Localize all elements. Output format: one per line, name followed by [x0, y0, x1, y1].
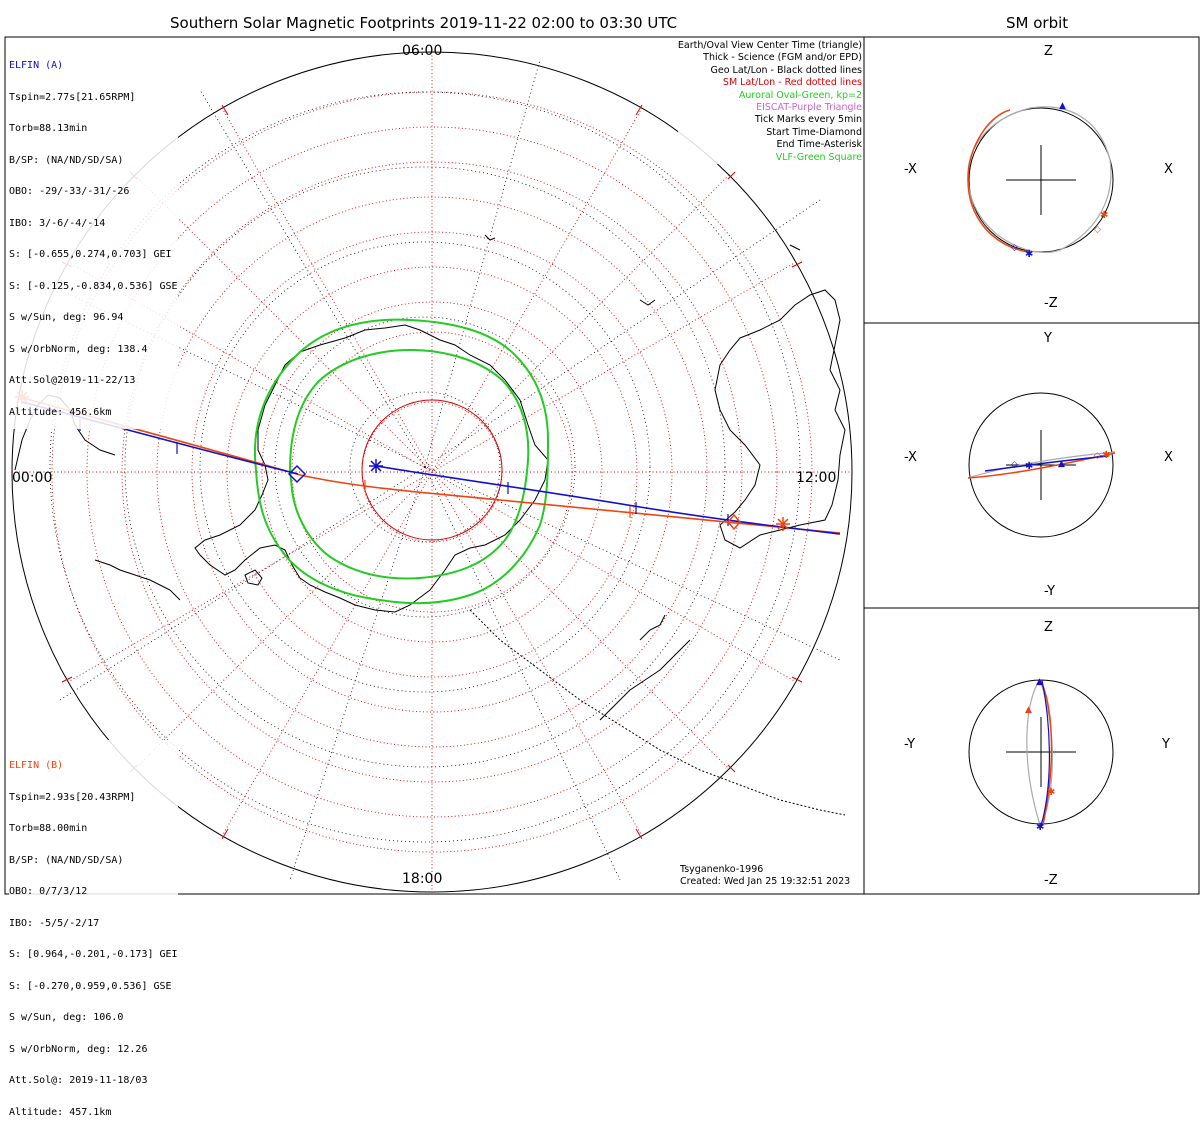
- legend-item: VLF-Green Square: [775, 151, 862, 163]
- svg-text:◇: ◇: [1094, 225, 1101, 235]
- legend-item: End Time-Asterisk: [776, 139, 862, 151]
- elfin-a-info: ELFIN (A) Tspin=2.77s[21.65RPM] Torb=88.…: [9, 40, 178, 429]
- legend-item: Tick Marks every 5min: [754, 114, 862, 126]
- elfin-a-line: Altitude: 456.6km: [9, 406, 112, 418]
- svg-text:▲: ▲: [1025, 705, 1032, 715]
- legend-item: Thick - Science (FGM and/or EPD): [703, 52, 862, 64]
- legend: Earth/Oval View Center Time (triangle) T…: [677, 40, 862, 165]
- svg-text:◇: ◇: [1011, 243, 1018, 253]
- legend-item: Geo Lat/Lon - Black dotted lines: [710, 64, 862, 76]
- panel-xz-top-label: Z: [1044, 44, 1053, 59]
- mlt-label-bottom: 18:00: [402, 871, 443, 887]
- sm-orbit-panels: ▲ ✱ ◇ ◇ ✱ ◇ ✱ ▲ ◇ ✱ ▲ ▲ ✱ ✱: [967, 101, 1116, 833]
- southern-islands: [244, 234, 801, 586]
- elfin-a-line: B/SP: (NA/ND/SD/SA): [9, 154, 124, 166]
- elfin-b-line: S w/OrbNorm, deg: 12.26: [9, 1043, 148, 1055]
- antarctica-coastline: [194, 324, 549, 613]
- elfin-b-footprint-track: [19, 396, 841, 534]
- elfin-b-line: Att.Sol@: 2019-11-18/03: [9, 1075, 148, 1086]
- elfin-b-line: Torb=88.00min: [9, 823, 88, 834]
- panel-yz-right-label: Y: [1162, 737, 1170, 752]
- elfin-b-line: S: [-0.270,0.959,0.536] GSE: [9, 980, 172, 992]
- elfin-a-line: S w/OrbNorm, deg: 138.4: [9, 343, 148, 355]
- svg-text:✱: ✱: [1047, 787, 1055, 798]
- footer-model: Tsyganenko-1996: [680, 864, 764, 875]
- legend-item: Start Time-Diamond: [766, 126, 862, 138]
- svg-text:◇: ◇: [1094, 451, 1101, 461]
- panel-xy: ◇ ✱ ▲ ◇ ✱: [967, 392, 1116, 538]
- legend-item: Auroral Oval-Green, kp=2: [738, 89, 862, 101]
- frame-lines: [4, 36, 1200, 895]
- elfin-a-end-asterisk: [369, 459, 383, 473]
- panel-yz: ▲ ▲ ✱ ✱: [968, 677, 1114, 833]
- geo-dotted-trajectory: [469, 609, 846, 816]
- elfin-b-start-diamond: [727, 513, 741, 531]
- elfin-a-line: S: [-0.125,-0.834,0.536] GSE: [9, 280, 178, 292]
- svg-text:◇: ◇: [1011, 460, 1018, 470]
- mlt-label-right: 12:00: [796, 470, 837, 486]
- elfin-b-name: ELFIN (B): [9, 760, 64, 771]
- panel-xy-bottom-label: -Y: [1044, 584, 1056, 599]
- svg-text:✱: ✱: [1025, 249, 1033, 260]
- australia-coastline: [714, 289, 846, 549]
- elfin-a-line: Tspin=2.77s[21.65RPM]: [9, 91, 136, 103]
- svg-text:✱: ✱: [1036, 822, 1044, 833]
- elfin-a-line: Att.Sol@2019-11-22/13: [9, 375, 136, 386]
- auroral-oval-inner: [288, 348, 530, 580]
- elfin-b-line: B/SP: (NA/ND/SD/SA): [9, 854, 124, 866]
- legend-item: EISCAT-Purple Triangle: [756, 102, 862, 114]
- panel-xz-right-label: X: [1164, 162, 1173, 177]
- panel-xy-left-label: -X: [904, 450, 917, 465]
- svg-text:▲: ▲: [1036, 677, 1043, 687]
- panel-xz-bottom-label: -Z: [1044, 296, 1058, 311]
- legend-item: SM Lat/Lon - Red dotted lines: [722, 77, 862, 89]
- svg-text:✱: ✱: [1100, 210, 1108, 221]
- legend-item: Earth/Oval View Center Time (triangle): [677, 40, 862, 51]
- svg-text:▲: ▲: [1058, 459, 1065, 469]
- elfin-a-name: ELFIN (A): [9, 60, 64, 71]
- svg-text:✱: ✱: [1025, 461, 1033, 472]
- mlt-label-top: 06:00: [402, 43, 443, 59]
- elfin-a-line: S: [-0.655,0.274,0.703] GEI: [9, 249, 172, 260]
- elfin-a-line: S w/Sun, deg: 96.94: [9, 312, 124, 323]
- panel-yz-bottom-label: -Z: [1044, 873, 1058, 888]
- sm-inner-circle: [361, 399, 503, 541]
- elfin-a-start-diamond: [287, 464, 307, 484]
- panel-xy-right-label: X: [1164, 450, 1173, 465]
- panel-xz-left-label: -X: [904, 162, 917, 177]
- elfin-b-line: OBO: 0/7/3/12: [9, 886, 88, 897]
- panel-xz: ▲ ✱ ◇ ◇ ✱: [967, 101, 1114, 260]
- auroral-oval-outer: [254, 318, 550, 605]
- new-zealand-coastline: [599, 614, 691, 721]
- panel-xy-top-label: Y: [1044, 331, 1052, 346]
- elfin-b-line: S w/Sun, deg: 106.0: [9, 1012, 124, 1023]
- elfin-a-line: Torb=88.13min: [9, 123, 88, 134]
- svg-text:✱: ✱: [1102, 450, 1110, 461]
- sm-orbit-title: SM orbit: [1006, 14, 1069, 32]
- footer: Tsyganenko-1996 Created: Wed Jan 25 19:3…: [680, 864, 850, 889]
- elfin-b-line: S: [0.964,-0.201,-0.173] GEI: [9, 949, 178, 960]
- svg-text:▲: ▲: [1059, 101, 1066, 111]
- panel-yz-left-label: -Y: [904, 737, 916, 752]
- plot-title: Southern Solar Magnetic Footprints 2019-…: [170, 14, 678, 32]
- elfin-a-line: OBO: -29/-33/-31/-26: [9, 186, 130, 197]
- footer-created: Created: Wed Jan 25 19:32:51 2023: [680, 876, 851, 888]
- elfin-b-line: IBO: -5/5/-2/17: [9, 917, 100, 929]
- sm-grid-lines: [12, 52, 852, 892]
- elfin-b-line: Altitude: 457.1km: [9, 1106, 112, 1118]
- elfin-a-line: IBO: 3/-6/-4/-14: [9, 217, 106, 229]
- mlt-label-left: 00:00: [12, 470, 53, 486]
- panel-yz-top-label: Z: [1044, 620, 1053, 635]
- elfin-b-end-asterisk: [776, 517, 790, 531]
- elfin-b-line: Tspin=2.93s[20.43RPM]: [9, 791, 136, 803]
- footprint-map: [11, 51, 853, 893]
